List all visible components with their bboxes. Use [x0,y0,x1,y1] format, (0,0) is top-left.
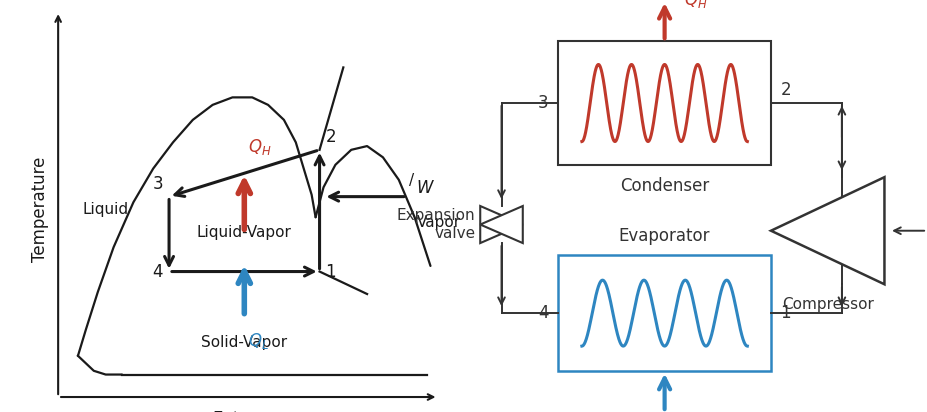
Text: Expansion
valve: Expansion valve [397,208,476,241]
Text: Solid-Vapor: Solid-Vapor [201,335,287,350]
Text: 3: 3 [539,94,549,112]
Text: 4: 4 [153,262,163,281]
Text: Liquid-Vapor: Liquid-Vapor [197,225,292,240]
Text: Entropy: Entropy [212,410,276,412]
Text: Compressor: Compressor [781,297,873,311]
Bar [558,41,771,165]
Polygon shape [771,177,884,284]
Text: Liquid: Liquid [83,202,129,217]
Text: $Q_H$: $Q_H$ [683,0,707,10]
Text: 4: 4 [539,304,549,322]
Text: Temperature: Temperature [32,157,49,262]
Text: $Q_H$: $Q_H$ [248,137,272,157]
Text: 1: 1 [781,304,791,322]
Text: W: W [416,179,433,197]
Text: /: / [409,173,413,188]
Text: 3: 3 [152,175,163,193]
Text: Evaporator: Evaporator [619,227,710,245]
Bar [558,255,771,371]
Polygon shape [480,206,523,243]
Polygon shape [480,206,523,243]
Text: Condenser: Condenser [620,177,709,195]
Text: $Q_L$: $Q_L$ [248,332,269,351]
Text: 2: 2 [325,128,337,146]
Text: 2: 2 [781,81,791,99]
Text: Vapor: Vapor [416,215,461,229]
Text: 1: 1 [325,262,337,281]
